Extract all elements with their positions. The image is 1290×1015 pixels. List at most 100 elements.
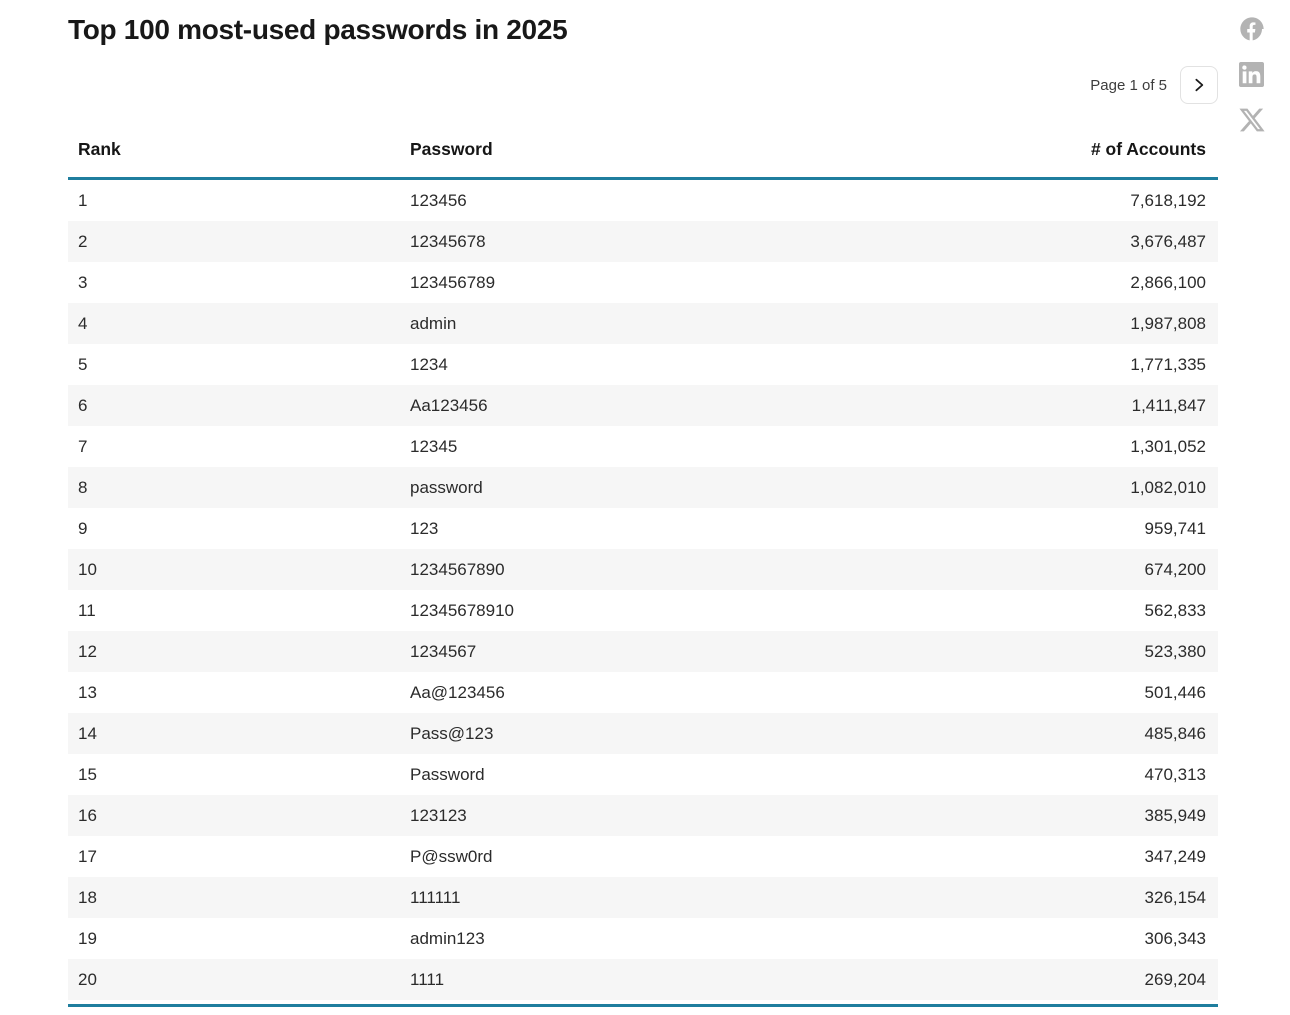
- rank-cell: 10: [78, 559, 97, 579]
- table-row: 8 password 1,082,010: [68, 467, 1218, 508]
- password-cell: admin: [410, 313, 457, 333]
- password-cell: Password: [410, 764, 485, 784]
- password-cell: Aa123456: [410, 395, 488, 415]
- password-cell: 1111: [410, 969, 445, 989]
- table-row: 7 12345 1,301,052: [68, 426, 1218, 467]
- rank-cell: 9: [78, 518, 88, 538]
- password-cell: password: [410, 477, 483, 497]
- password-cell: admin123: [410, 928, 485, 948]
- password-cell: 12345678910: [410, 600, 515, 620]
- page-indicator: Page 1 of 5: [1090, 76, 1167, 94]
- rank-cell: 8: [78, 477, 88, 497]
- password-cell: 111111: [410, 887, 461, 907]
- table-row: 3 123456789 2,866,100: [68, 262, 1218, 303]
- linkedin-icon: [1239, 62, 1264, 87]
- accounts-cell: 269,204: [1144, 969, 1206, 989]
- accounts-cell: 347,249: [1144, 846, 1206, 866]
- accounts-cell: 470,313: [1144, 764, 1206, 784]
- table-row: 13 Aa@123456 501,446: [68, 672, 1218, 713]
- column-header-rank: Rank: [78, 139, 121, 159]
- password-cell: 1234567890: [410, 559, 505, 579]
- linkedin-share-button[interactable]: [1239, 62, 1264, 87]
- table-row: 18 111111 326,154: [68, 877, 1218, 918]
- table-row: 19 admin123 306,343: [68, 918, 1218, 959]
- accounts-cell: 1,771,335: [1130, 354, 1206, 374]
- table-bottom-rule: [68, 1004, 1218, 1007]
- rank-cell: 7: [78, 436, 88, 456]
- password-cell: 1234: [410, 354, 448, 374]
- table-row: 16 123123 385,949: [68, 795, 1218, 836]
- accounts-cell: 562,833: [1144, 600, 1206, 620]
- rank-cell: 18: [78, 887, 97, 907]
- chevron-right-icon: [1191, 77, 1207, 93]
- table-row: 10 1234567890 674,200: [68, 549, 1218, 590]
- table-row: 5 1234 1,771,335: [68, 344, 1218, 385]
- accounts-cell: 485,846: [1144, 723, 1206, 743]
- content: Top 100 most-used passwords in 2025 Page…: [68, 0, 1218, 1007]
- password-cell: 123456789: [410, 272, 496, 292]
- rank-cell: 17: [78, 846, 97, 866]
- table-row: 11 12345678910 562,833: [68, 590, 1218, 631]
- table-body: 1 123456 7,618,192 2 12345678 3,676,487 3 12345…: [68, 180, 1218, 1000]
- table-row: 20 1111 269,204: [68, 959, 1218, 1000]
- rank-cell: 11: [78, 600, 96, 620]
- password-cell: Aa@123456: [410, 682, 505, 702]
- table-row: 14 Pass@123 485,846: [68, 713, 1218, 754]
- rank-cell: 14: [78, 723, 97, 743]
- password-cell: 1234567: [410, 641, 477, 661]
- accounts-cell: 1,987,808: [1130, 313, 1206, 333]
- table-row: 1 123456 7,618,192: [68, 180, 1218, 221]
- rank-cell: 16: [78, 805, 97, 825]
- rank-cell: 20: [78, 969, 97, 989]
- rank-cell: 6: [78, 395, 88, 415]
- password-cell: P@ssw0rd: [410, 846, 493, 866]
- accounts-cell: 2,866,100: [1130, 272, 1206, 292]
- accounts-cell: 1,411,847: [1131, 395, 1206, 415]
- rank-cell: 2: [78, 231, 88, 251]
- password-cell: Pass@123: [410, 723, 494, 743]
- password-cell: 123: [410, 518, 439, 538]
- accounts-cell: 1,082,010: [1130, 477, 1206, 497]
- table-row: 17 P@ssw0rd 347,249: [68, 836, 1218, 877]
- accounts-cell: 523,380: [1144, 641, 1206, 661]
- rank-cell: 19: [78, 928, 97, 948]
- table-row: 4 admin 1,987,808: [68, 303, 1218, 344]
- rank-cell: 15: [78, 764, 97, 784]
- table-row: 9 123 959,741: [68, 508, 1218, 549]
- column-header-accounts: # of Accounts: [1090, 139, 1206, 159]
- password-cell: 123456: [410, 190, 467, 210]
- next-page-button[interactable]: [1180, 66, 1218, 104]
- x-share-button[interactable]: [1238, 106, 1266, 134]
- table-row: 15 Password 470,313: [68, 754, 1218, 795]
- table-header-row: Rank Password # of Accounts: [68, 133, 1218, 180]
- accounts-cell: 959,741: [1144, 518, 1206, 538]
- table-row: 6 Aa123456 1,411,847: [68, 385, 1218, 426]
- rank-cell: 13: [78, 682, 97, 702]
- password-cell: 12345678: [410, 231, 486, 251]
- password-cell: 123123: [410, 805, 467, 825]
- password-cell: 12345: [410, 436, 458, 456]
- accounts-cell: 1,301,052: [1130, 436, 1206, 456]
- rank-cell: 12: [78, 641, 97, 661]
- rank-cell: 4: [78, 313, 88, 333]
- rank-cell: 3: [78, 272, 88, 292]
- facebook-icon: [1238, 15, 1266, 43]
- x-icon: [1238, 106, 1266, 134]
- rank-cell: 1: [78, 190, 88, 210]
- accounts-cell: 306,343: [1144, 928, 1206, 948]
- facebook-share-button[interactable]: [1238, 15, 1266, 43]
- column-header-password: Password: [410, 139, 493, 159]
- accounts-cell: 501,446: [1144, 682, 1206, 702]
- accounts-cell: 674,200: [1144, 559, 1206, 579]
- accounts-cell: 326,154: [1144, 887, 1206, 907]
- pagination: Page 1 of 5: [68, 66, 1218, 104]
- share-rail: [1237, 15, 1266, 134]
- accounts-cell: 385,949: [1144, 805, 1206, 825]
- accounts-cell: 3,676,487: [1130, 231, 1206, 251]
- table-row: 12 1234567 523,380: [68, 631, 1218, 672]
- rank-cell: 5: [78, 354, 88, 374]
- table-row: 2 12345678 3,676,487: [68, 221, 1218, 262]
- page-title: Top 100 most-used passwords in 2025: [68, 14, 568, 45]
- passwords-table: Rank Password # of Accounts 1 123456 7,618…: [68, 133, 1218, 1007]
- accounts-cell: 7,618,192: [1130, 190, 1206, 210]
